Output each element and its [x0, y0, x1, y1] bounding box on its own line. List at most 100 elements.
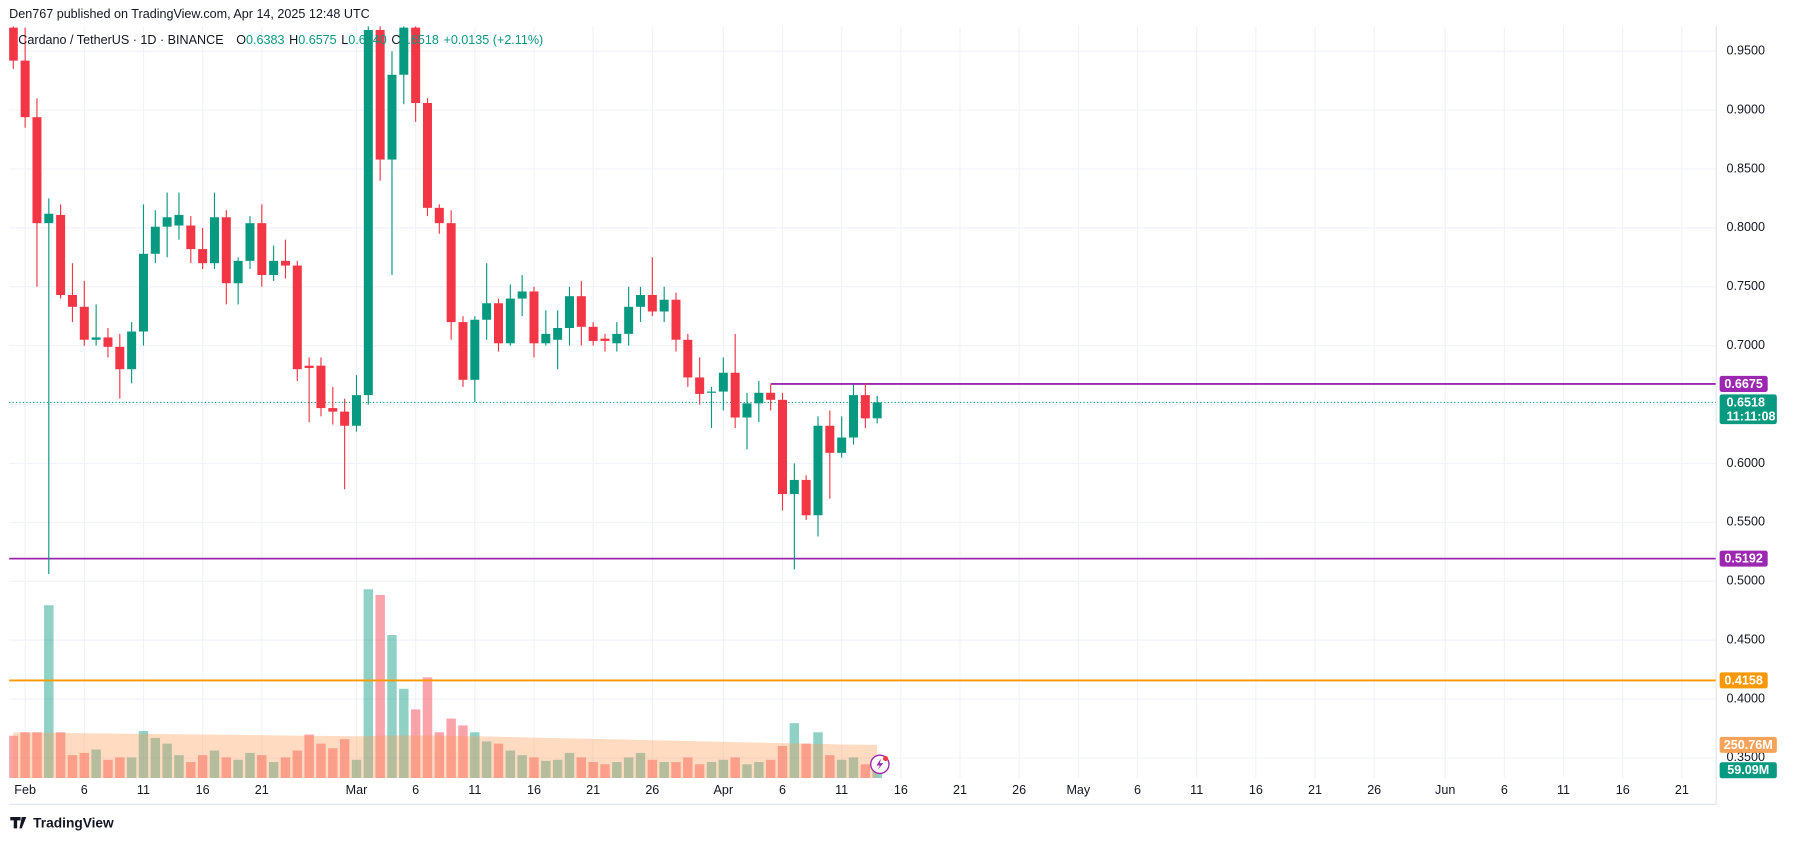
y-tick-label: 0.5000 [1726, 574, 1764, 588]
volume-bar [825, 755, 835, 779]
candle-body [292, 265, 302, 370]
candle-body [351, 395, 361, 426]
y-tick-label: 0.4000 [1726, 691, 1764, 705]
candle-body [32, 117, 42, 224]
candle-body [340, 411, 350, 426]
volume-bar [635, 752, 646, 779]
legend-value: 0.6340 [348, 34, 386, 48]
y-tick-label: 0.7500 [1726, 279, 1764, 293]
candle-body [470, 319, 480, 380]
volume-bar [221, 757, 232, 779]
volume-bar [765, 759, 776, 779]
volume-bar [481, 741, 492, 779]
candle-body [115, 346, 125, 370]
candle-body [316, 365, 326, 409]
countdown-label: 11:11:08 [1726, 410, 1775, 424]
volume-bar [517, 755, 527, 779]
legend-key: L [341, 34, 348, 48]
volume-bar [647, 759, 658, 779]
candle-body [387, 74, 397, 160]
y-tick-label: 0.9000 [1726, 102, 1764, 116]
candle-body [186, 225, 196, 250]
volume-bar [209, 750, 220, 779]
volume-bar [150, 737, 161, 779]
levels [9, 383, 1717, 682]
candle-body [564, 296, 574, 328]
x-tick-label: 16 [196, 783, 210, 797]
x-tick-label: 11 [468, 783, 481, 797]
legend-key: C [391, 34, 400, 48]
y-tick-label: 0.8000 [1726, 220, 1764, 234]
candle-body [529, 291, 539, 344]
legend-value: 0.6518 [400, 34, 438, 48]
volume-ma-area [13, 732, 878, 779]
candle-body [754, 392, 764, 404]
candle-body [695, 377, 705, 394]
volume-bar [268, 762, 279, 779]
volume-bar [233, 759, 243, 779]
candle-body [399, 27, 409, 75]
volume-bar [612, 762, 622, 779]
x-tick-label: 21 [255, 783, 269, 797]
legend: Cardano / TetherUS · 1D · BINANCE O0.638… [18, 34, 543, 48]
legend-symbol: Cardano / TetherUS · 1D · BINANCE [18, 34, 223, 48]
legend-value: 0.6575 [298, 34, 336, 48]
candle-body [363, 29, 373, 396]
volume-bar [126, 757, 137, 779]
x-tick-label: 6 [779, 783, 786, 797]
candle-body [837, 437, 847, 453]
candle-body [730, 372, 740, 418]
axes: 0.9500 0.9000 0.8500 0.8000 0.7500 0.7000 0.65… [14, 44, 1765, 797]
volume-bar [20, 732, 30, 779]
volume-label: 250.76M [1724, 738, 1773, 752]
candle-body [517, 291, 527, 299]
volume-bar [422, 677, 433, 779]
candle-body [825, 425, 835, 453]
candle-body [56, 214, 66, 296]
volume-bar [115, 757, 125, 779]
candle-body [541, 333, 551, 344]
x-tick-label: 16 [1249, 783, 1263, 797]
candle-body [269, 260, 279, 275]
candle-body [209, 217, 219, 264]
volume-bar [162, 743, 172, 779]
x-tick-label: 21 [1308, 783, 1322, 797]
volume-bar [659, 762, 669, 779]
volume-bar [44, 605, 54, 779]
volume-bar [257, 755, 267, 779]
x-tick-label: Feb [14, 783, 36, 797]
candle-body [588, 326, 598, 341]
volume-bar [623, 757, 634, 779]
candle-body [707, 391, 716, 393]
candle-body [576, 296, 586, 327]
volume-bar [505, 750, 516, 779]
x-tick-label: May [1066, 783, 1090, 797]
candle-body [612, 333, 622, 344]
candle-body [778, 399, 787, 495]
volume-bar [351, 759, 362, 779]
volume-bar [683, 757, 693, 779]
x-tick-label: 11 [1557, 783, 1570, 797]
current-price-bg [1719, 394, 1777, 425]
candle-body [138, 253, 148, 332]
candle-body [860, 395, 870, 419]
volume-label: 59.09M [1727, 763, 1769, 777]
candle-body [434, 207, 444, 224]
volume-bar [742, 764, 752, 779]
x-tick-label: 6 [1134, 783, 1141, 797]
volume-bar [493, 743, 504, 779]
candle-body [174, 214, 184, 226]
candle-body [446, 223, 456, 323]
volume-bar [848, 757, 859, 779]
candle-body [422, 103, 432, 208]
volume-label-bg [1719, 736, 1777, 753]
volume-bar [754, 762, 764, 779]
candle-body [91, 337, 101, 340]
x-tick-label: 26 [1012, 783, 1026, 797]
legend-key: H [289, 34, 298, 48]
candle-body [328, 408, 338, 412]
volume-bar [375, 594, 385, 779]
candle-body [659, 299, 669, 312]
current-price-label: 0.6518 [1726, 395, 1764, 409]
